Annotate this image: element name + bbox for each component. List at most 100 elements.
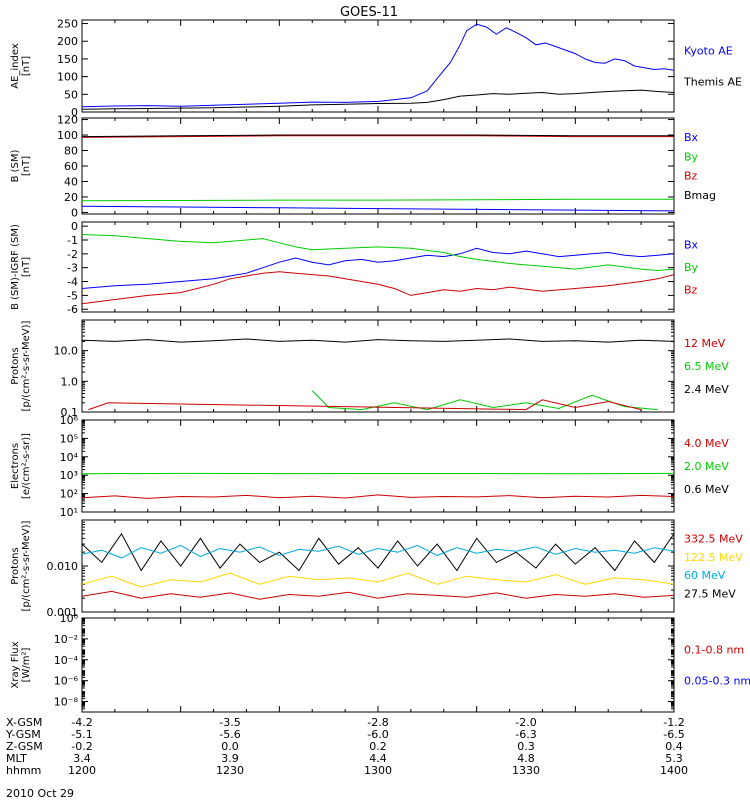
ephemeris-value: 1200 <box>68 764 96 777</box>
y-tick-label: 10² <box>60 488 78 501</box>
legend-label: 6.5 MeV <box>684 360 729 373</box>
series-line <box>82 339 674 342</box>
y-tick-label: 0 <box>71 220 78 233</box>
y-tick-label: 60 <box>64 160 78 173</box>
series-line <box>82 235 674 271</box>
ephemeris-table: X-GSMY-GSMZ-GSMMLThhmm-4.2-5.1-0.23.4120… <box>5 716 688 777</box>
legend-label: 27.5 MeV <box>684 588 736 601</box>
y-tick-label: 100 <box>57 71 78 84</box>
panel-5: 10¹ 10² 10³ 10⁴ 10⁵ 10⁶ Electrons[e/(cm²-s-sr)… <box>10 414 729 519</box>
legend-label: By <box>684 150 699 163</box>
y-tick-label: 150 <box>57 53 78 66</box>
legend-label: 4.0 MeV <box>684 437 729 450</box>
legend-label: 12 MeV <box>684 337 726 350</box>
y-tick-label: 10¹ <box>60 506 78 519</box>
series-line <box>82 272 674 304</box>
panel-frame <box>82 20 674 112</box>
panel-2: 0 20 40 60 80 100 120 B (SM)[nT] Bx By Bz Bmag <box>10 114 716 220</box>
y-tick-label: 40 <box>64 175 78 188</box>
y-axis-label: [W/m²] <box>21 647 32 682</box>
y-axis-label: B (SM) <box>10 149 21 182</box>
y-tick-label: 10⁻⁸ <box>54 696 79 709</box>
panel-3: 0-1-2-3-4-5-6 B (SM)-IGRF (SM)[nT] Bx By Bz <box>10 220 699 316</box>
series-line <box>82 495 674 499</box>
panel-frame <box>82 222 674 312</box>
legend-label: By <box>684 261 699 274</box>
legend-label: Themis AE <box>683 75 742 88</box>
y-tick-label: 1.0 <box>61 375 79 388</box>
y-axis-label: Protons <box>10 547 21 584</box>
panel-6: 0.0010.010Protons[p/(cm²-s-sr-MeV)]332.5… <box>10 520 743 619</box>
y-axis-label: [p/(cm²-s-sr-MeV)] <box>21 520 32 611</box>
legend-label: Bz <box>684 170 698 183</box>
ephemeris-value: 1330 <box>512 764 540 777</box>
y-tick-label: 10⁴ <box>60 451 79 464</box>
y-tick-label: 10⁰ <box>60 612 79 625</box>
y-tick-label: 10⁻⁴ <box>54 654 79 667</box>
y-tick-label: -5 <box>67 289 78 302</box>
series-line <box>82 534 674 571</box>
y-axis-label: Protons <box>10 347 21 384</box>
legend-label: 0.1-0.8 nm <box>684 643 744 656</box>
series-line <box>82 248 674 288</box>
y-tick-label: -2 <box>67 248 78 261</box>
panel-frame <box>82 618 674 712</box>
y-tick-label: 10³ <box>60 469 78 482</box>
y-tick-label: 20 <box>64 191 78 204</box>
y-tick-label: 50 <box>64 88 78 101</box>
panel-frame <box>82 420 674 512</box>
y-tick-label: 200 <box>57 35 78 48</box>
y-tick-label: 0.010 <box>47 560 79 573</box>
y-tick-label: -6 <box>67 303 78 316</box>
y-axis-label: [nT] <box>21 56 32 76</box>
y-tick-label: 100 <box>57 129 78 142</box>
legend-label: 2.0 MeV <box>684 460 729 473</box>
y-axis-label: Electrons <box>10 443 21 489</box>
legend-label: Bz <box>684 284 698 297</box>
panel-7: 10⁻⁸ 10⁻⁶ 10⁻⁴ 10⁻² 10⁰ Xray Flux[W/m²] 0.1-0.… <box>10 612 750 712</box>
legend-label: 122.5 MeV <box>684 551 743 564</box>
y-tick-label: 120 <box>57 114 78 127</box>
series-line <box>82 24 674 107</box>
y-axis-label: [e/(cm²-s-sr)] <box>21 433 32 499</box>
y-tick-label: 10⁻² <box>54 633 78 646</box>
ephemeris-value: 1400 <box>660 764 688 777</box>
y-tick-label: -1 <box>67 234 78 247</box>
series-line <box>82 591 674 599</box>
y-tick-label: 250 <box>57 18 78 31</box>
series-line <box>82 199 674 201</box>
y-tick-label: 10.0 <box>54 345 79 358</box>
y-axis-label: [p/(cm²-s-sr-MeV)] <box>21 320 32 411</box>
ephemeris-value: 1300 <box>364 764 392 777</box>
y-axis-label: Xray Flux <box>10 641 21 688</box>
y-axis-label: [nT] <box>21 156 32 176</box>
y-tick-label: 0 <box>71 206 78 219</box>
legend-label: Bmag <box>684 189 716 202</box>
y-tick-label: -3 <box>67 262 78 275</box>
y-tick-label: 10⁶ <box>60 414 79 427</box>
y-tick-label: 10⁻⁶ <box>54 675 79 688</box>
y-axis-label: B (SM)-IGRF (SM) <box>10 224 21 310</box>
legend-label: 0.6 MeV <box>684 483 729 496</box>
ephemeris-value: 1230 <box>216 764 244 777</box>
legend-label: 0.05-0.3 nm <box>684 675 750 688</box>
legend-label: Bx <box>684 239 699 252</box>
series-line <box>82 573 674 587</box>
y-axis-label: [nT] <box>21 257 32 277</box>
legend-label: 332.5 MeV <box>684 532 743 545</box>
plot-title: GOES-11 <box>340 5 398 20</box>
legend-label: 2.4 MeV <box>684 383 729 396</box>
footer-date: 2010 Oct 29 <box>6 787 74 800</box>
y-tick-label: 10⁵ <box>60 432 78 445</box>
y-axis-label: AE_index <box>10 43 21 89</box>
legend-label: 60 MeV <box>684 569 726 582</box>
legend-label: Bx <box>684 131 699 144</box>
y-tick-label: -4 <box>67 276 78 289</box>
ephemeris-row-label: hhmm <box>6 764 41 777</box>
y-tick-label: 80 <box>64 145 78 158</box>
